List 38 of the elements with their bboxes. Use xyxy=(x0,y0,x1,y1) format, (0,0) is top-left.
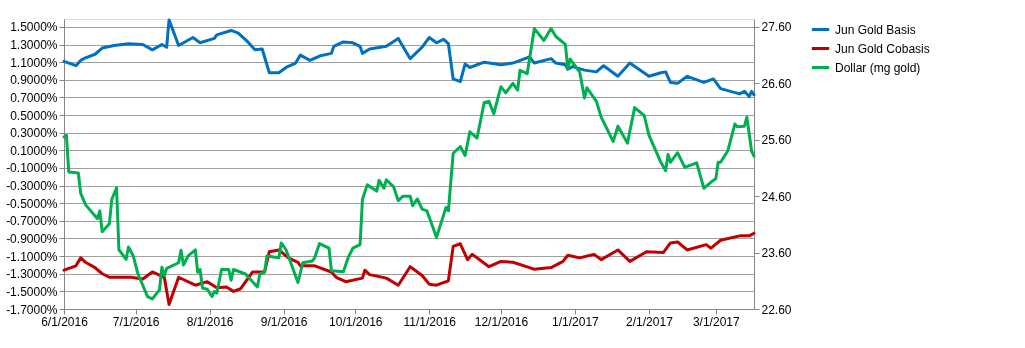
x-tick-label: 8/1/2016 xyxy=(186,314,234,329)
line-series xyxy=(62,18,756,99)
y-tick-label: -0.3000% xyxy=(6,179,58,194)
x-tick-label: 2/1/2017 xyxy=(626,314,674,329)
y-tick-label: 1.3000% xyxy=(10,38,58,53)
y-tick-label: 1.5000% xyxy=(10,20,58,35)
x-tick-label: 12/1/2016 xyxy=(474,314,529,329)
y-tick-label: -1.1000% xyxy=(6,249,58,264)
y-tick-label: -0.5000% xyxy=(6,196,58,211)
x-tick-label: 11/1/2016 xyxy=(403,314,457,329)
y2-tick-label: 26.60 xyxy=(761,76,792,91)
x-tick-label: 9/1/2016 xyxy=(260,314,308,329)
y2-tick-label: 25.60 xyxy=(761,133,792,148)
y-tick-label: -1.7000% xyxy=(6,302,58,317)
y-tick-label: 0.1000% xyxy=(10,143,58,158)
y2-tick-label: 24.60 xyxy=(761,189,792,204)
legend-label: Jun Gold Basis xyxy=(835,22,916,37)
y-tick-label: 0.5000% xyxy=(10,108,58,123)
x-tick-label: 10/1/2016 xyxy=(329,314,383,329)
y-tick-label: -1.3000% xyxy=(6,267,58,282)
line-series xyxy=(62,27,756,301)
y2-tick-label: 23.60 xyxy=(761,246,792,261)
x-tick-label: 7/1/2016 xyxy=(112,314,160,329)
y-tick-label: -0.7000% xyxy=(6,214,58,229)
y-tick-label: 0.7000% xyxy=(10,90,58,105)
x-tick-label: 1/1/2017 xyxy=(552,314,600,329)
legend-label: Jun Gold Cobasis xyxy=(835,41,930,56)
y-tick-label: 1.1000% xyxy=(10,55,58,70)
y-tick-label: -1.5000% xyxy=(6,284,58,299)
y-tick-label: -0.1000% xyxy=(6,161,58,176)
y2-tick-label: 27.60 xyxy=(761,20,792,35)
y-tick-label: -0.9000% xyxy=(6,231,58,246)
legend-label: Dollar (mg gold) xyxy=(835,60,921,75)
x-tick-label: 3/1/2017 xyxy=(692,314,740,329)
y2-tick-label: 22.60 xyxy=(761,302,792,317)
x-tick-label: 6/1/2016 xyxy=(41,314,89,329)
y-tick-label: 0.9000% xyxy=(10,73,58,88)
y-tick-label: 0.3000% xyxy=(10,126,58,141)
